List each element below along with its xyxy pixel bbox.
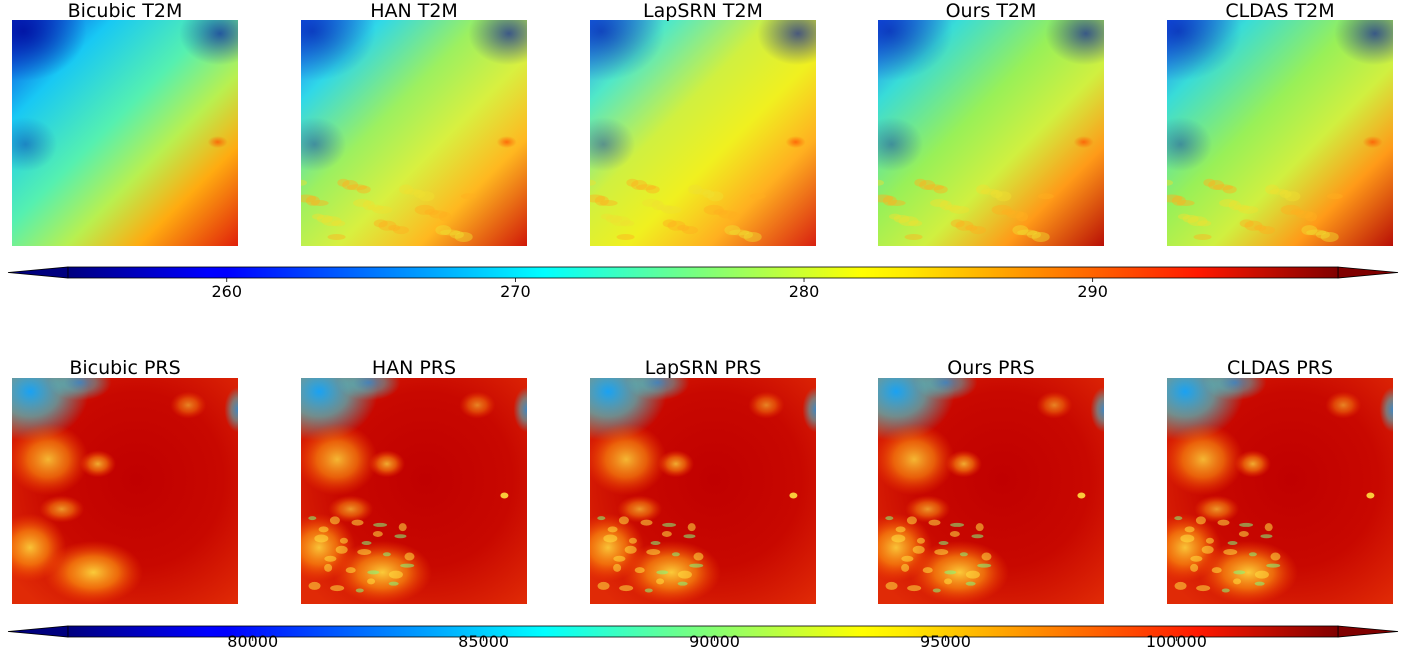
colorbar-extend-max bbox=[1337, 266, 1399, 279]
heatmap-cldas-t2m bbox=[1167, 20, 1393, 246]
heatmap-lapsrn-t2m bbox=[590, 20, 816, 246]
panel-bicubic-prs: Bicubic PRS bbox=[12, 357, 238, 604]
panel-cldas-prs: CLDAS PRS bbox=[1167, 357, 1393, 604]
colorbar-gradient bbox=[67, 625, 1339, 638]
panel-han-t2m: HAN T2M bbox=[301, 0, 527, 246]
panel-ours-t2m: Ours T2M bbox=[878, 0, 1104, 246]
colorbar-extend-max bbox=[1337, 625, 1399, 638]
panel-title-cldas-t2m: CLDAS T2M bbox=[1225, 0, 1334, 22]
t2m-row: Bicubic T2M HAN T2M LapSRN T2M Ours T2M CLDA… bbox=[7, 0, 1399, 301]
panel-title-lapsrn-prs: LapSRN PRS bbox=[645, 357, 762, 379]
colorbar: 80000 85000 90000 95000 100000 bbox=[7, 625, 1399, 651]
panel-title-ours-t2m: Ours T2M bbox=[946, 0, 1037, 22]
colorbar-extend-min bbox=[7, 625, 69, 638]
heatmap-bicubic-t2m bbox=[12, 20, 238, 246]
heatmap-han-t2m bbox=[301, 20, 527, 246]
heatmap-ours-prs bbox=[878, 378, 1104, 604]
panel-lapsrn-prs: LapSRN PRS bbox=[590, 357, 816, 604]
panel-title-bicubic-t2m: Bicubic T2M bbox=[68, 0, 183, 22]
colorbar-tick-label: 95000 bbox=[920, 632, 971, 651]
colorbar: 260 270 280 290 bbox=[7, 266, 1399, 301]
colorbar-gradient bbox=[67, 266, 1339, 279]
panel-ours-prs: Ours PRS bbox=[878, 357, 1104, 604]
colorbar-tick-label: 85000 bbox=[458, 632, 509, 651]
colorbar-tick-label: 270 bbox=[500, 282, 531, 301]
prs-row: Bicubic PRS HAN PRS LapSRN PRS Ours PRS CLDA… bbox=[7, 357, 1399, 651]
panel-title-han-t2m: HAN T2M bbox=[370, 0, 458, 22]
colorbar-tick-label: 290 bbox=[1077, 282, 1108, 301]
colorbar-tick-label: 90000 bbox=[689, 632, 740, 651]
panel-title-lapsrn-t2m: LapSRN T2M bbox=[643, 0, 763, 22]
panel-han-prs: HAN PRS bbox=[301, 357, 527, 604]
heatmap-lapsrn-prs bbox=[590, 378, 816, 604]
panel-bicubic-t2m: Bicubic T2M bbox=[12, 0, 238, 246]
heatmap-cldas-prs bbox=[1167, 378, 1393, 604]
panel-title-han-prs: HAN PRS bbox=[372, 357, 456, 379]
heatmap-bicubic-prs bbox=[12, 378, 238, 604]
colorbar-tick-label: 280 bbox=[789, 282, 820, 301]
heatmap-ours-t2m bbox=[878, 20, 1104, 246]
colorbar-tick-label: 100000 bbox=[1146, 632, 1207, 651]
colorbar-tick-label: 260 bbox=[211, 282, 242, 301]
colorbar-extend-min bbox=[7, 266, 69, 279]
panel-lapsrn-t2m: LapSRN T2M bbox=[590, 0, 816, 246]
panel-cldas-t2m: CLDAS T2M bbox=[1167, 0, 1393, 246]
panel-title-bicubic-prs: Bicubic PRS bbox=[69, 357, 180, 379]
colorbar-tick-label: 80000 bbox=[227, 632, 278, 651]
panel-title-cldas-prs: CLDAS PRS bbox=[1227, 357, 1333, 379]
heatmap-han-prs bbox=[301, 378, 527, 604]
panel-title-ours-prs: Ours PRS bbox=[947, 357, 1034, 379]
